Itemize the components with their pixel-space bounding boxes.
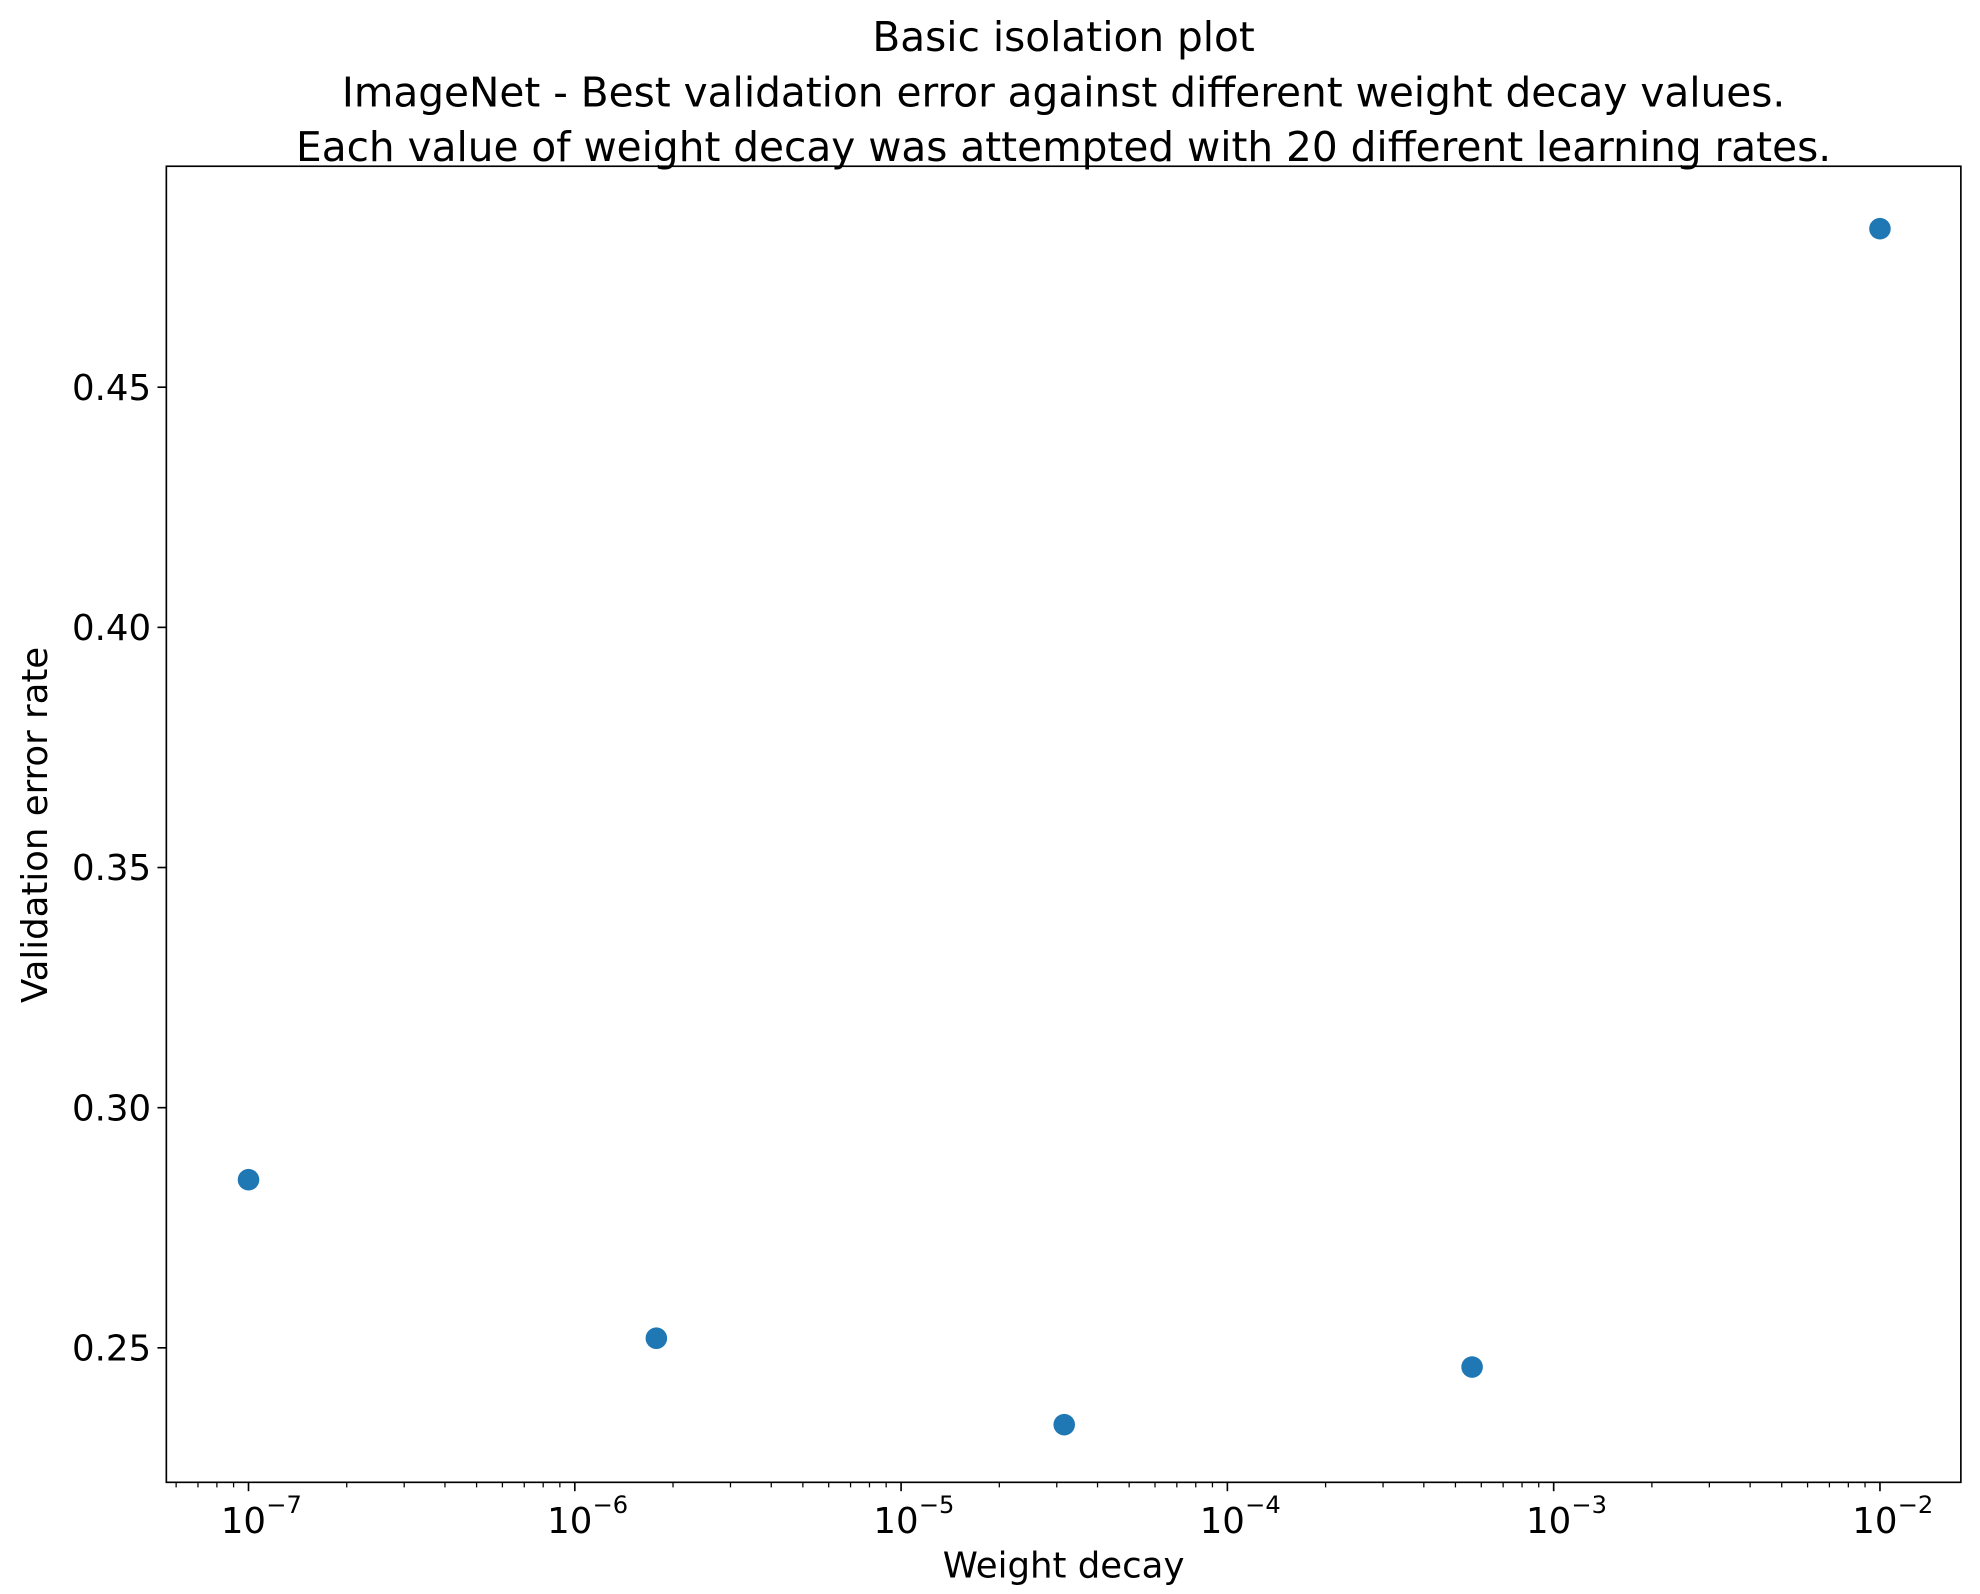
chart-title: Basic isolation plot bbox=[872, 13, 1254, 61]
y-tick-label: 0.45 bbox=[72, 368, 151, 409]
plot-frame bbox=[165, 165, 1962, 1484]
y-tick-label: 0.35 bbox=[72, 848, 151, 889]
x-tick-label: 10 bbox=[1200, 1501, 1245, 1542]
y-tick-label: 0.25 bbox=[72, 1329, 151, 1370]
x-tick-label: 10 bbox=[547, 1501, 592, 1542]
x-tick-label: 10 bbox=[873, 1501, 918, 1542]
y-tick-label: 0.30 bbox=[72, 1088, 151, 1129]
x-tick-exponent: −2 bbox=[1898, 1491, 1934, 1519]
x-tick-label: 10 bbox=[221, 1501, 266, 1542]
x-tick-exponent: −3 bbox=[1571, 1491, 1607, 1519]
data-point bbox=[1053, 1413, 1076, 1436]
chart-subtitle-line-2: Each value of weight decay was attempted… bbox=[296, 123, 1831, 171]
data-point bbox=[237, 1168, 260, 1191]
y-tick-label: 0.40 bbox=[72, 608, 151, 649]
data-points bbox=[237, 217, 1891, 1436]
x-tick-label: 10 bbox=[1526, 1501, 1571, 1542]
x-tick-exponent: −4 bbox=[1245, 1491, 1281, 1519]
data-point bbox=[1461, 1356, 1483, 1378]
data-point bbox=[645, 1327, 668, 1350]
axes: 10 −7 10 −6 10 −5 10 −4 10 −3 10 −20.250.300.350.40… bbox=[72, 368, 1933, 1542]
y-axis-label: Validation error rate bbox=[15, 647, 56, 1003]
x-tick-label: 10 bbox=[1852, 1501, 1897, 1542]
x-tick-exponent: −7 bbox=[266, 1491, 302, 1519]
chart-subtitle-line-1: ImageNet - Best validation error against… bbox=[342, 69, 1786, 117]
x-tick-exponent: −6 bbox=[593, 1491, 629, 1519]
data-point bbox=[1869, 217, 1891, 240]
x-tick-exponent: −5 bbox=[919, 1491, 955, 1519]
x-axis-label: Weight decay bbox=[943, 1546, 1185, 1587]
